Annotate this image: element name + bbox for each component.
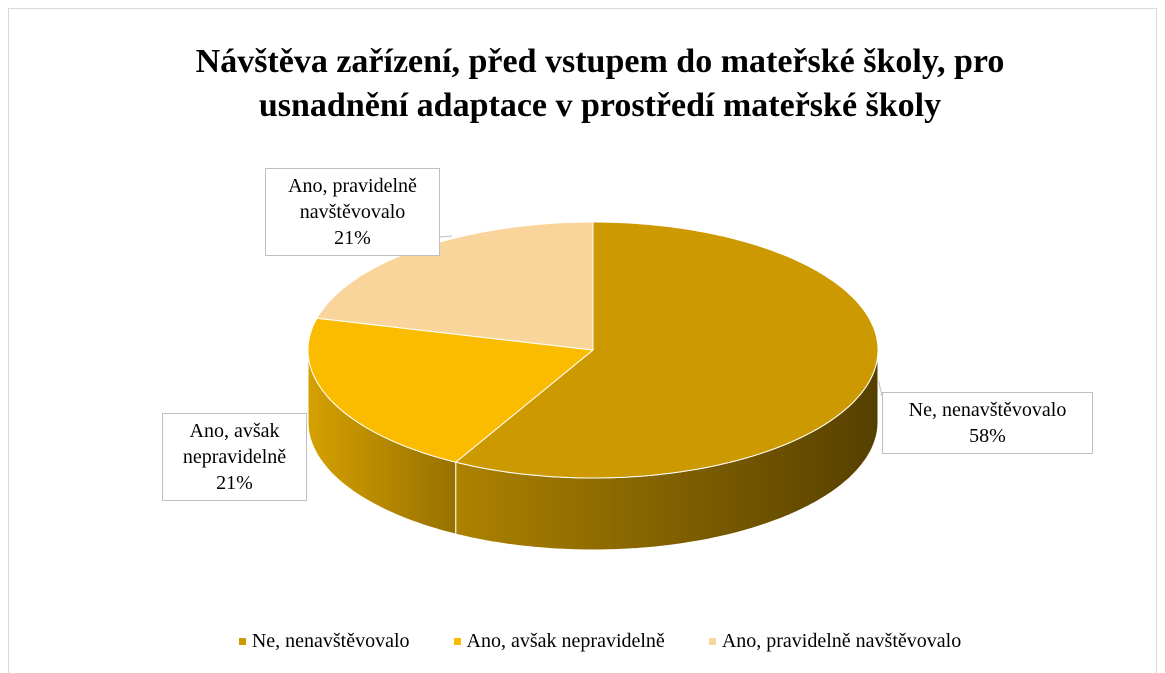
legend-label: Ne, nenavštěvovalo [251, 630, 410, 652]
data-label-category: Ano, avšak nepravidelně [182, 420, 287, 468]
data-label-category: Ano, pravidelně navštěvovalo [288, 175, 417, 223]
chart-title: Návštěva zařízení, před vstupem do mateř… [195, 43, 1005, 124]
legend-swatch [708, 638, 716, 645]
legend-swatch [238, 638, 246, 645]
pie-slice [454, 221, 879, 479]
legend-label: Ano, pravidelně navštěvovalo [721, 630, 962, 652]
chart-border [8, 8, 1157, 673]
data-label-value: 58% [969, 425, 1006, 447]
legend-swatch [453, 638, 461, 645]
data-label: Ne, nenavštěvovalo 58% [882, 392, 1093, 454]
data-label: Ano, avšak nepravidelně 21% [162, 413, 307, 501]
legend-label: Ano, avšak nepravidelně [466, 630, 665, 652]
legend-item: Ne, nenavštěvovalo [238, 630, 410, 653]
data-label-value: 21% [216, 472, 253, 494]
data-label-category: Ne, nenavštěvovalo [908, 399, 1067, 421]
pie-slice [307, 317, 595, 463]
data-label: Ano, pravidelně navštěvovalo 21% [265, 168, 440, 256]
leader-line [439, 235, 453, 238]
legend-item: Ano, avšak nepravidelně [453, 630, 665, 653]
legend-item: Ano, pravidelně navštěvovalo [708, 630, 962, 653]
data-label-value: 21% [334, 227, 371, 249]
legend: Ne, nenavštěvovalo Ano, avšak nepravideln… [0, 630, 1165, 653]
